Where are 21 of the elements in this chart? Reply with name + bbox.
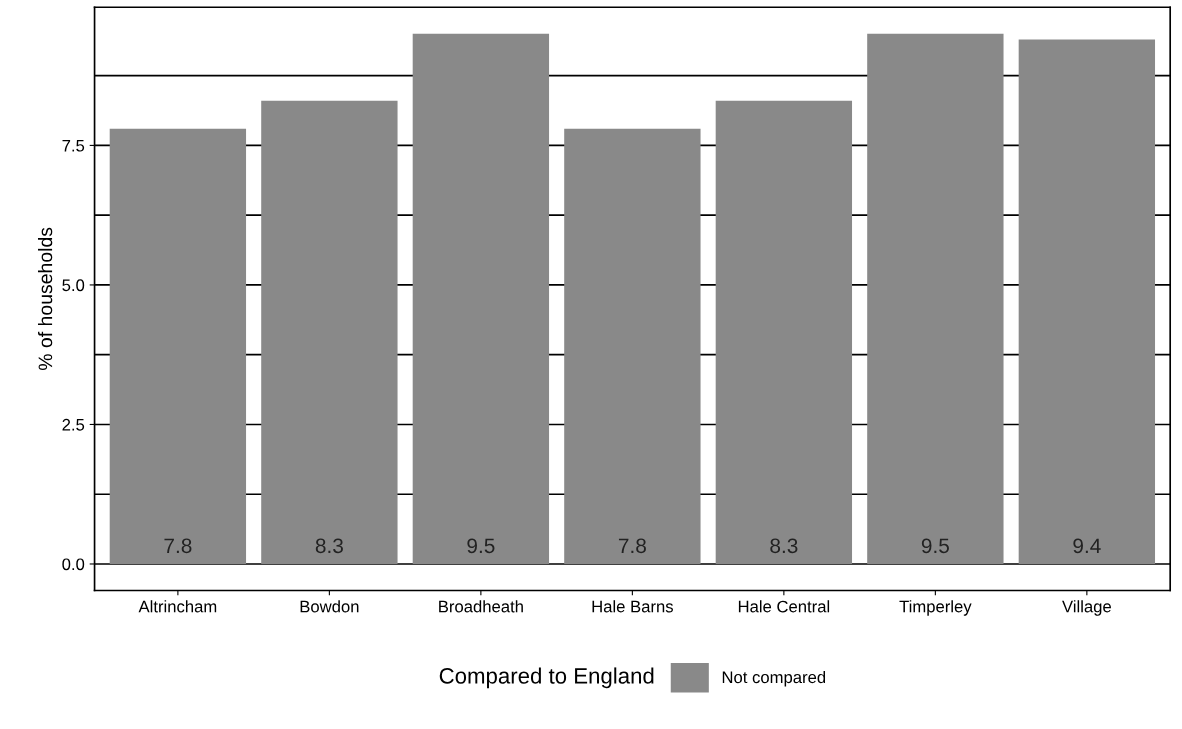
data-label: 9.4 xyxy=(1073,538,1101,554)
data-label: 8.3 xyxy=(315,538,343,554)
y-tick-label: 2.5 xyxy=(62,418,85,431)
data-label: 7.8 xyxy=(164,538,192,554)
x-tick-label: Bowdon xyxy=(300,600,359,613)
x-tick-label: Timperley xyxy=(899,600,972,616)
x-tick-label: Altrincham xyxy=(138,600,217,613)
y-tick-label: 7.5 xyxy=(62,139,85,152)
data-label: 8.3 xyxy=(770,538,798,554)
x-tick-label: Hale Central xyxy=(738,600,830,613)
x-tick-label: Broadheath xyxy=(439,600,523,613)
x-tick-label: Village xyxy=(1062,600,1111,616)
data-label: 7.8 xyxy=(618,538,646,554)
x-tick-label: Hale Barns xyxy=(592,600,673,613)
data-label: 9.5 xyxy=(467,538,495,554)
legend-label: Not compared xyxy=(722,670,826,687)
legend-title: Compared to England xyxy=(439,667,654,689)
y-tick-label: 5.0 xyxy=(62,279,85,292)
data-label: 9.5 xyxy=(921,538,949,554)
y-axis-title: % of households xyxy=(37,227,53,371)
y-tick-label: 0.0 xyxy=(62,558,85,571)
